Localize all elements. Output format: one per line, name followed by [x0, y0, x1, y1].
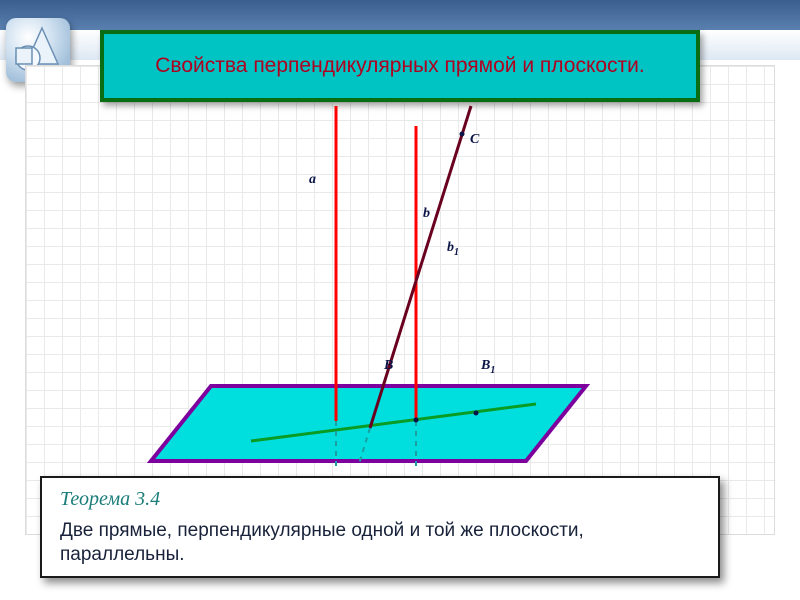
label-B1-sub: 1: [490, 365, 495, 376]
label-b: b: [423, 206, 430, 222]
slide: Свойства перпендикулярных прямой и плоск…: [0, 0, 800, 600]
label-a: a: [309, 172, 316, 188]
label-c: C: [470, 132, 479, 148]
theorem-text: Две прямые, перпендикулярные одной и той…: [60, 519, 700, 567]
theorem-title: Теорема 3.4: [60, 488, 700, 511]
label-B: B: [384, 358, 393, 374]
title-box: Свойства перпендикулярных прямой и плоск…: [100, 30, 700, 102]
label-b1-sub: 1: [454, 247, 459, 258]
label-b1: b1: [447, 240, 459, 258]
grid-background: [26, 66, 774, 534]
label-B1-base: B: [481, 358, 490, 373]
theorem-box: Теорема 3.4 Две прямые, перпендикулярные…: [40, 476, 720, 578]
label-b1-base: b: [447, 240, 454, 255]
label-B1: B1: [481, 358, 495, 376]
title-text: Свойства перпендикулярных прямой и плоск…: [155, 53, 644, 78]
